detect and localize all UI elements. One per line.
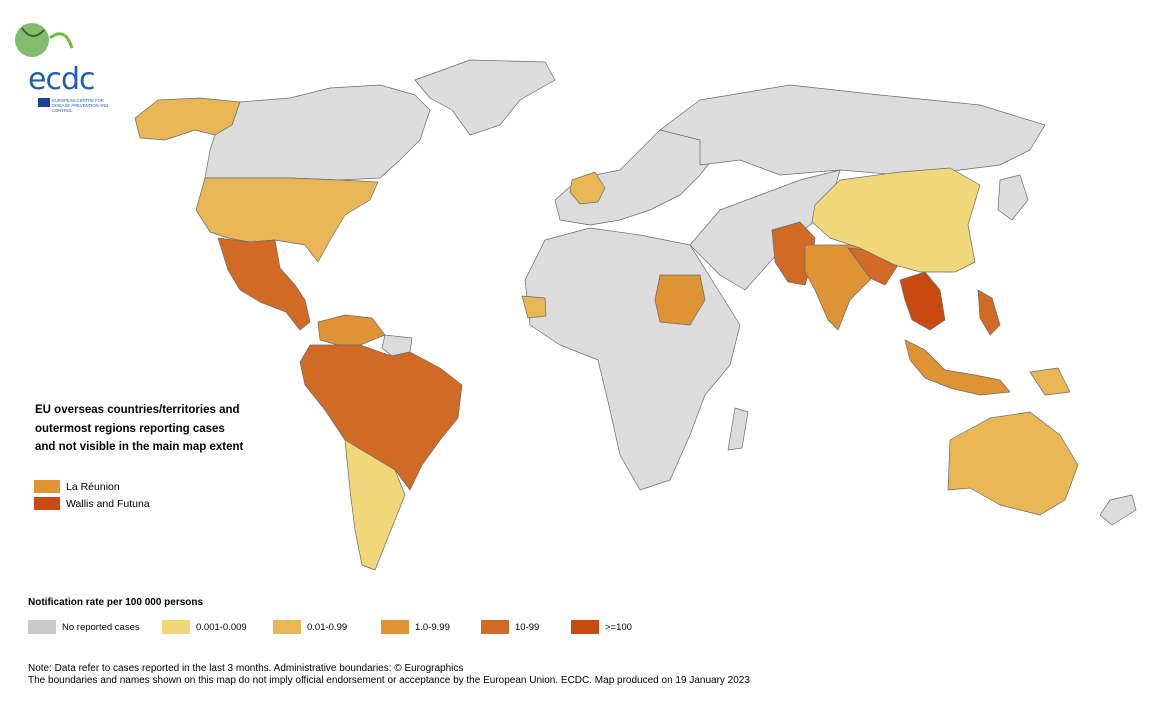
map-region-indochina [899, 271, 946, 331]
legend-label: 1.0-9.99 [415, 621, 450, 633]
logo-text: ecdc [28, 62, 95, 97]
legend-label: 0.01-0.99 [307, 621, 348, 633]
overseas-item-label: Wallis and Futuna [66, 497, 150, 510]
note-line-2: The boundaries and names shown on this m… [28, 675, 750, 686]
legend-swatch [162, 620, 190, 634]
map-region-sudan [654, 274, 706, 326]
overseas-item: Wallis and Futuna [34, 497, 150, 510]
map-region-west-africa [521, 295, 547, 319]
legend-item: 0.01-0.99 [273, 620, 347, 634]
legend-title: Notification rate per 100 000 persons [28, 597, 204, 608]
legend-label: >=100 [605, 621, 632, 633]
map-region-papua [1029, 367, 1071, 396]
map-region-france [569, 171, 606, 205]
globe-icon [15, 23, 74, 57]
legend-label: 0.001-0.009 [196, 621, 247, 633]
map-region-china [811, 167, 981, 273]
map-region-new-zealand [1099, 494, 1137, 526]
map-region-australia [947, 411, 1079, 516]
legend-item: 10-99 [481, 620, 539, 634]
ecdc-logo: ecdc European Centre for Disease Prevent… [10, 18, 108, 113]
eu-flag-icon [38, 98, 50, 107]
legend-swatch [481, 620, 509, 634]
note-line-1: Note: Data refer to cases reported in th… [28, 663, 464, 674]
legend-item: 1.0-9.99 [381, 620, 450, 634]
map-region-madagascar [727, 407, 749, 451]
legend-item: >=100 [571, 620, 632, 634]
overseas-swatch [34, 497, 60, 510]
map-region-philippines [977, 289, 1001, 336]
legend-label: 10-99 [515, 621, 540, 633]
legend-label: No reported cases [62, 621, 140, 633]
map-region-brazil-andes [299, 344, 463, 491]
overseas-swatch [34, 480, 60, 493]
map-region-northern-south-america [317, 314, 386, 346]
map-region-canada [204, 84, 431, 181]
map-region-mexico-central-america [217, 237, 311, 331]
map-region-greenland [414, 59, 556, 136]
logo-subtitle: European Centre for Disease Prevention a… [52, 98, 109, 113]
legend-swatch [571, 620, 599, 634]
overseas-item: La Réunion [34, 480, 120, 493]
legend-swatch [273, 620, 301, 634]
legend-swatch [28, 620, 56, 634]
map-region-russia [659, 84, 1046, 176]
map-region-japan [997, 174, 1029, 221]
map-region-africa [524, 227, 741, 491]
legend-swatch [381, 620, 409, 634]
overseas-item-label: La Réunion [66, 480, 120, 493]
map-region-maritime-southeast-asia [904, 339, 1011, 396]
map-note: Note: Data refer to cases reported in th… [28, 663, 750, 687]
overseas-legend-title: EU overseas countries/territories and ou… [35, 404, 244, 453]
map-region-southern-cone [344, 439, 406, 571]
legend-item: No reported cases [28, 620, 140, 634]
legend-item: 0.001-0.009 [162, 620, 247, 634]
map-region-usa [195, 177, 379, 263]
